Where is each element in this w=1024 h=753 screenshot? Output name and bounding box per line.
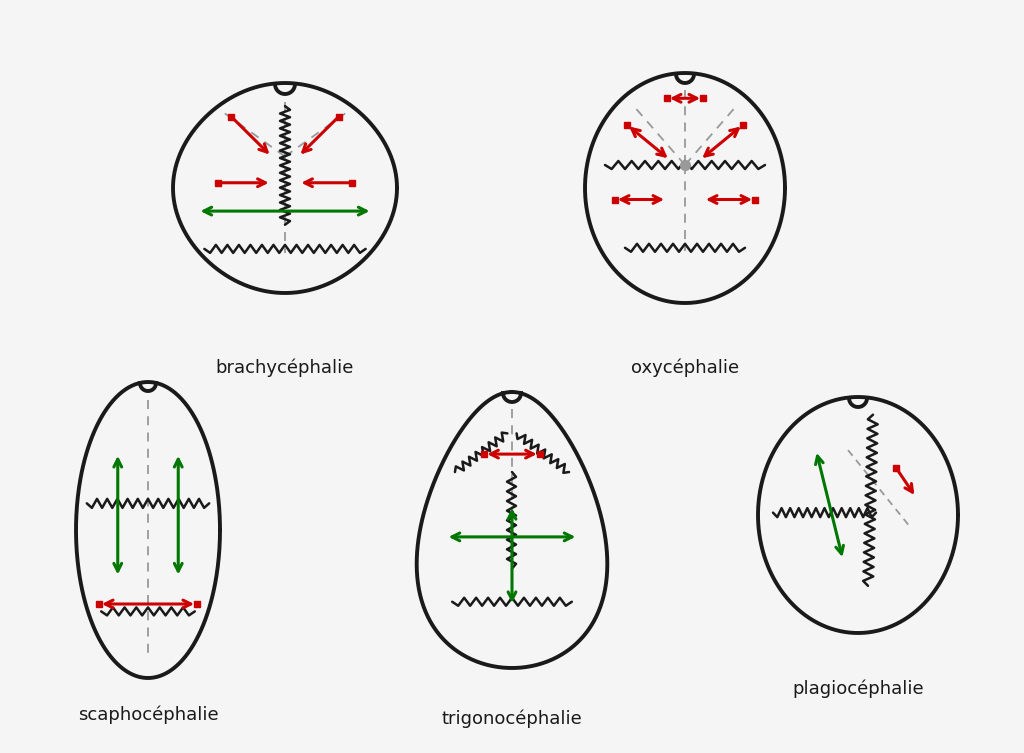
- Text: brachycéphalie: brachycéphalie: [216, 358, 354, 376]
- Text: oxycéphalie: oxycéphalie: [631, 358, 739, 376]
- Text: scaphocéphalie: scaphocéphalie: [78, 705, 218, 724]
- Text: plagiocéphalie: plagiocéphalie: [793, 680, 924, 699]
- Text: trigonocéphalie: trigonocéphalie: [441, 710, 583, 728]
